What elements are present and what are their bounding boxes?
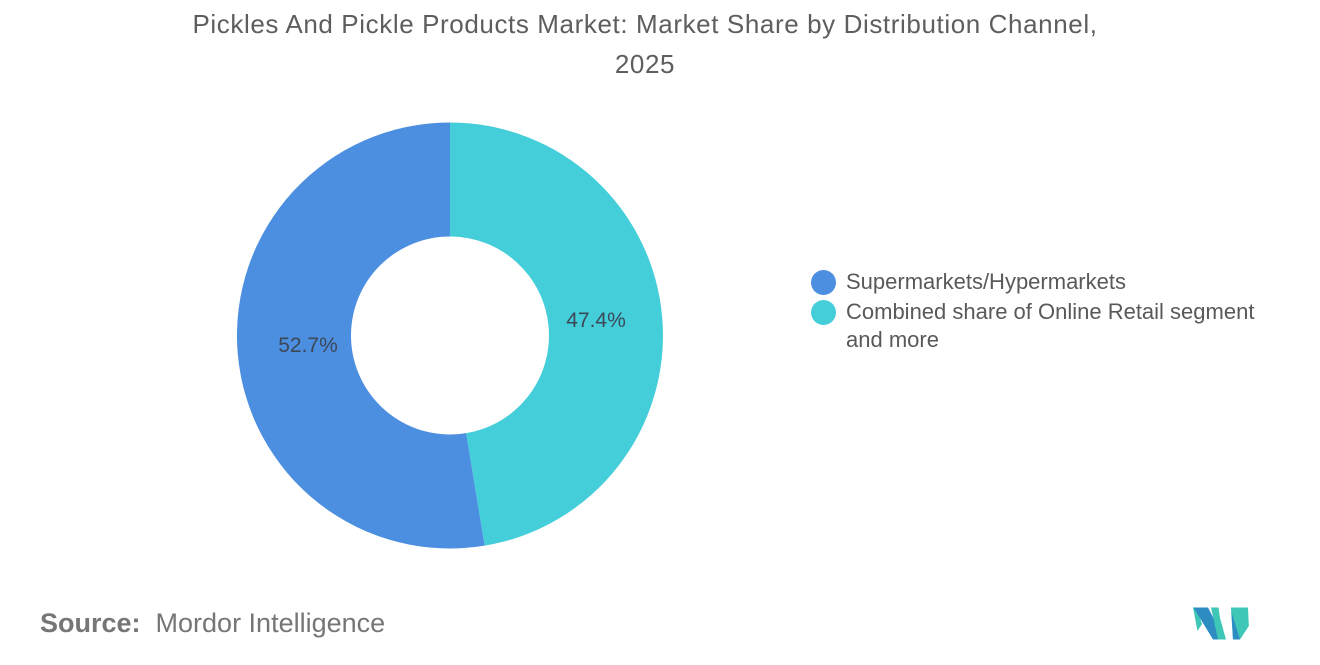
svg-text:52.7%: 52.7% — [278, 334, 338, 357]
svg-text:47.4%: 47.4% — [566, 309, 626, 332]
